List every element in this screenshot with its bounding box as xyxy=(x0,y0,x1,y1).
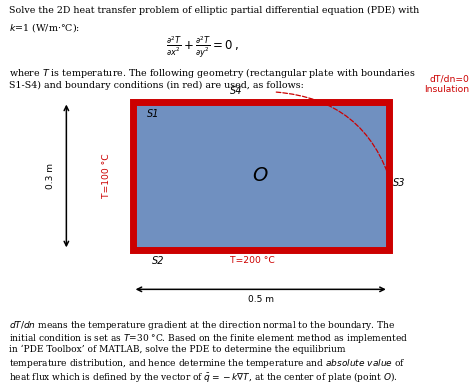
Text: T=100 °C: T=100 °C xyxy=(102,154,111,198)
Text: S1-S4) and boundary conditions (in red) are used, as follows:: S1-S4) and boundary conditions (in red) … xyxy=(9,81,304,90)
Bar xyxy=(133,102,389,250)
Text: Solve the 2D heat transfer problem of elliptic partial differential equation (PD: Solve the 2D heat transfer problem of el… xyxy=(9,6,420,15)
Text: where $T$ is temperature. The following geometry (rectangular plate with boundar: where $T$ is temperature. The following … xyxy=(9,66,416,81)
Text: $dT/dn$ means the temperature gradient at the direction normal to the boundary. : $dT/dn$ means the temperature gradient a… xyxy=(9,319,396,332)
Text: temperature distribution, and hence determine the temperature and $\mathit{absol: temperature distribution, and hence dete… xyxy=(9,357,406,370)
Text: $\frac{\partial^2 T}{\partial x^2}+\frac{\partial^2 T}{\partial y^2}=0\,,$: $\frac{\partial^2 T}{\partial x^2}+\frac… xyxy=(166,35,238,61)
Text: S1: S1 xyxy=(147,109,159,120)
Text: 0.3 m: 0.3 m xyxy=(46,163,55,189)
Text: heat flux which is defined by the vector of $\bar{q} = -k\nabla T$, at the cente: heat flux which is defined by the vector… xyxy=(9,370,398,384)
Text: $k$=1 (W/m·°C):: $k$=1 (W/m·°C): xyxy=(9,21,81,34)
Text: dT/dn=0
Insulation: dT/dn=0 Insulation xyxy=(424,74,469,94)
Text: initial condition is set as $T$=30 °C. Based on the finite element method as imp: initial condition is set as $T$=30 °C. B… xyxy=(9,332,409,344)
Text: $\mathit{O}$: $\mathit{O}$ xyxy=(253,167,269,185)
Text: T=200 °C: T=200 °C xyxy=(230,256,275,265)
Text: S4: S4 xyxy=(230,86,243,96)
Text: S2: S2 xyxy=(152,256,164,266)
Text: S3: S3 xyxy=(393,178,406,188)
Text: in ‘PDE Toolbox’ of MATLAB, solve the PDE to determine the equilibrium: in ‘PDE Toolbox’ of MATLAB, solve the PD… xyxy=(9,344,346,354)
Text: 0.5 m: 0.5 m xyxy=(248,295,273,304)
